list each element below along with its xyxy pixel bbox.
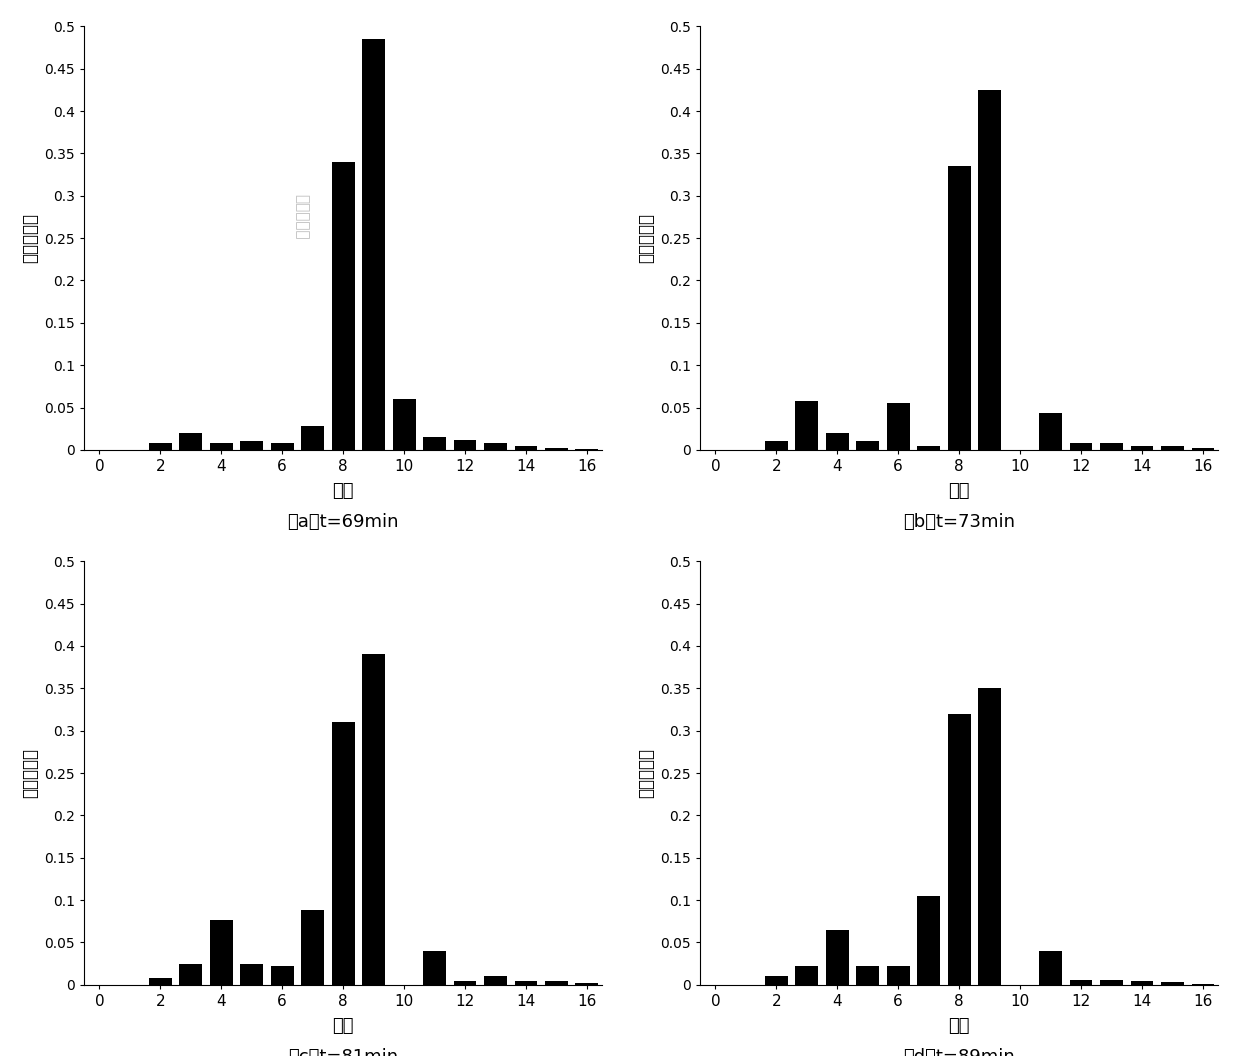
Bar [1100, 444, 1123, 450]
Bar [575, 983, 598, 985]
Bar [979, 689, 1001, 985]
Bar [856, 441, 880, 450]
Bar [514, 981, 538, 985]
Bar [948, 714, 970, 985]
Bar [424, 950, 446, 985]
Bar [826, 433, 849, 450]
Bar [484, 977, 507, 985]
Bar [362, 39, 385, 450]
Bar [917, 895, 940, 985]
Bar [795, 400, 818, 450]
Bar [301, 910, 325, 985]
Bar [856, 966, 880, 985]
X-axis label: 频带: 频带 [948, 483, 970, 501]
Bar [1100, 980, 1123, 985]
Bar [240, 441, 263, 450]
Bar [917, 446, 940, 450]
Bar [209, 920, 233, 985]
Bar [764, 977, 788, 985]
Bar [1069, 444, 1093, 450]
Bar [271, 966, 294, 985]
Text: （a）t=69min: （a）t=69min [287, 513, 399, 531]
Bar [149, 444, 172, 450]
Bar [271, 444, 294, 450]
Bar [795, 966, 818, 985]
Bar [209, 444, 233, 450]
Y-axis label: 归一化能量: 归一化能量 [637, 213, 655, 263]
X-axis label: 频带: 频带 [948, 1017, 970, 1035]
Bar [887, 403, 909, 450]
Bar [453, 439, 477, 450]
Text: （d）t=89min: （d）t=89min [903, 1049, 1015, 1056]
Bar [332, 722, 354, 985]
Bar [545, 448, 567, 450]
Bar [1130, 981, 1154, 985]
Bar [1161, 982, 1184, 985]
Bar [362, 655, 385, 985]
Bar [149, 978, 172, 985]
Bar [332, 162, 354, 450]
Bar [1130, 446, 1154, 450]
Bar [1040, 414, 1062, 450]
Bar [240, 964, 263, 985]
Bar [764, 441, 788, 450]
Bar [887, 966, 909, 985]
Bar [393, 399, 415, 450]
Y-axis label: 归一化能量: 归一化能量 [21, 213, 38, 263]
Y-axis label: 归一化能量: 归一化能量 [21, 748, 38, 798]
Bar [1161, 447, 1184, 450]
X-axis label: 频带: 频带 [332, 1017, 354, 1035]
Bar [1069, 980, 1093, 985]
Bar [1040, 950, 1062, 985]
Bar [424, 437, 446, 450]
Bar [180, 964, 202, 985]
Bar [1192, 448, 1214, 450]
Text: 归一化能量: 归一化能量 [294, 194, 310, 240]
Bar [514, 447, 538, 450]
Text: （b）t=73min: （b）t=73min [903, 513, 1015, 531]
Bar [484, 444, 507, 450]
Y-axis label: 归一化能量: 归一化能量 [637, 748, 655, 798]
Bar [545, 981, 567, 985]
Bar [453, 981, 477, 985]
X-axis label: 频带: 频带 [332, 483, 354, 501]
Bar [301, 427, 325, 450]
Bar [180, 433, 202, 450]
Bar [948, 166, 970, 450]
Text: （c）t=81min: （c）t=81min [289, 1049, 398, 1056]
Bar [826, 929, 849, 985]
Bar [979, 90, 1001, 450]
